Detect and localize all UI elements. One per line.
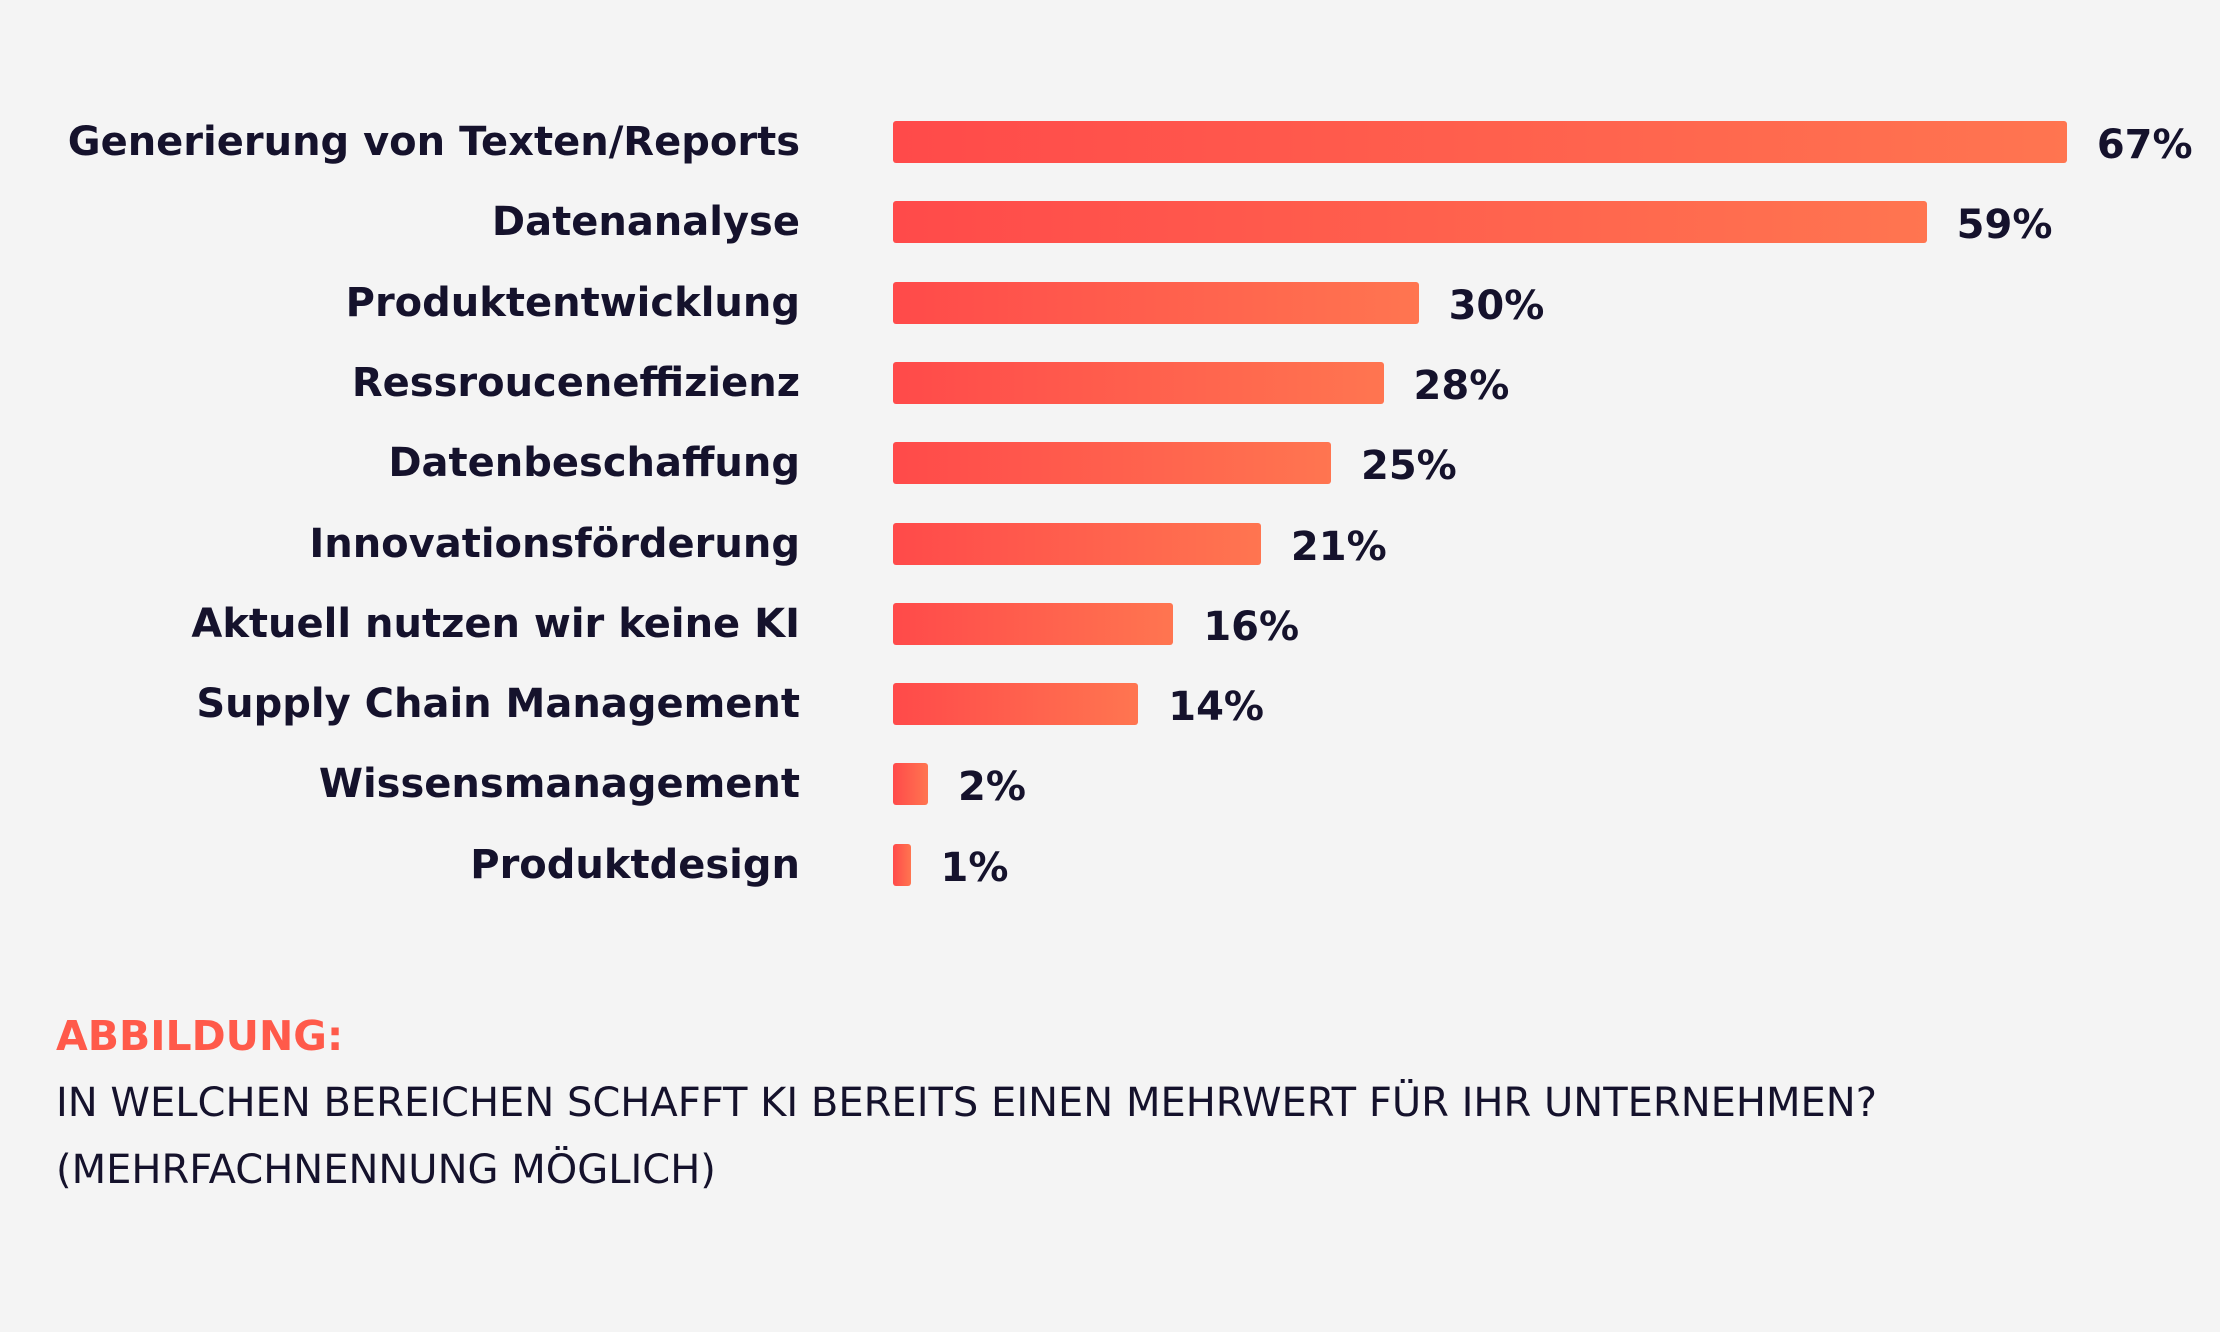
bar: [893, 361, 1384, 404]
bar: [893, 201, 1927, 244]
category-label: Produktentwicklung: [345, 279, 800, 326]
bar: [893, 602, 1174, 645]
category-label: Datenanalyse: [491, 199, 800, 246]
bar: [893, 843, 911, 886]
bar: [893, 763, 929, 806]
value-label: 1%: [940, 844, 1009, 891]
value-label: 2%: [958, 764, 1026, 811]
caption-question: IN WELCHEN BEREICHEN SCHAFFT KI BEREITS …: [56, 1080, 1877, 1126]
bar: [893, 683, 1139, 726]
caption-label: ABBILDUNG:: [56, 1012, 344, 1060]
bar: [893, 442, 1331, 485]
value-label: 30%: [1448, 282, 1545, 329]
category-label: Innovationsförderung: [309, 520, 800, 567]
category-label: Ressrouceneffizienz: [351, 359, 800, 406]
value-label: 59%: [1956, 202, 2053, 249]
bar-chart: Generierung von Texten/Reports 67% Datenan…: [67, 119, 2193, 891]
category-label: Produktdesign: [470, 841, 800, 888]
value-label: 21%: [1290, 523, 1387, 570]
value-label: 28%: [1413, 362, 1510, 409]
category-label: Aktuell nutzen wir keine KI: [191, 600, 800, 647]
bar: [893, 281, 1419, 324]
value-label: 25%: [1361, 443, 1457, 490]
category-label: Datenbeschaffung: [388, 440, 800, 487]
category-label: Supply Chain Management: [196, 681, 800, 728]
bar: [893, 121, 2067, 163]
value-label: 14%: [1168, 684, 1265, 731]
bar: [893, 522, 1261, 565]
value-label: 16%: [1203, 603, 1300, 650]
caption-note: (MEHRFACHNENNUNG MÖGLICH): [56, 1147, 716, 1193]
value-label: 67%: [2096, 122, 2193, 168]
category-label: Wissensmanagement: [318, 761, 800, 808]
category-label: Generierung von Texten/Reports: [67, 119, 800, 165]
